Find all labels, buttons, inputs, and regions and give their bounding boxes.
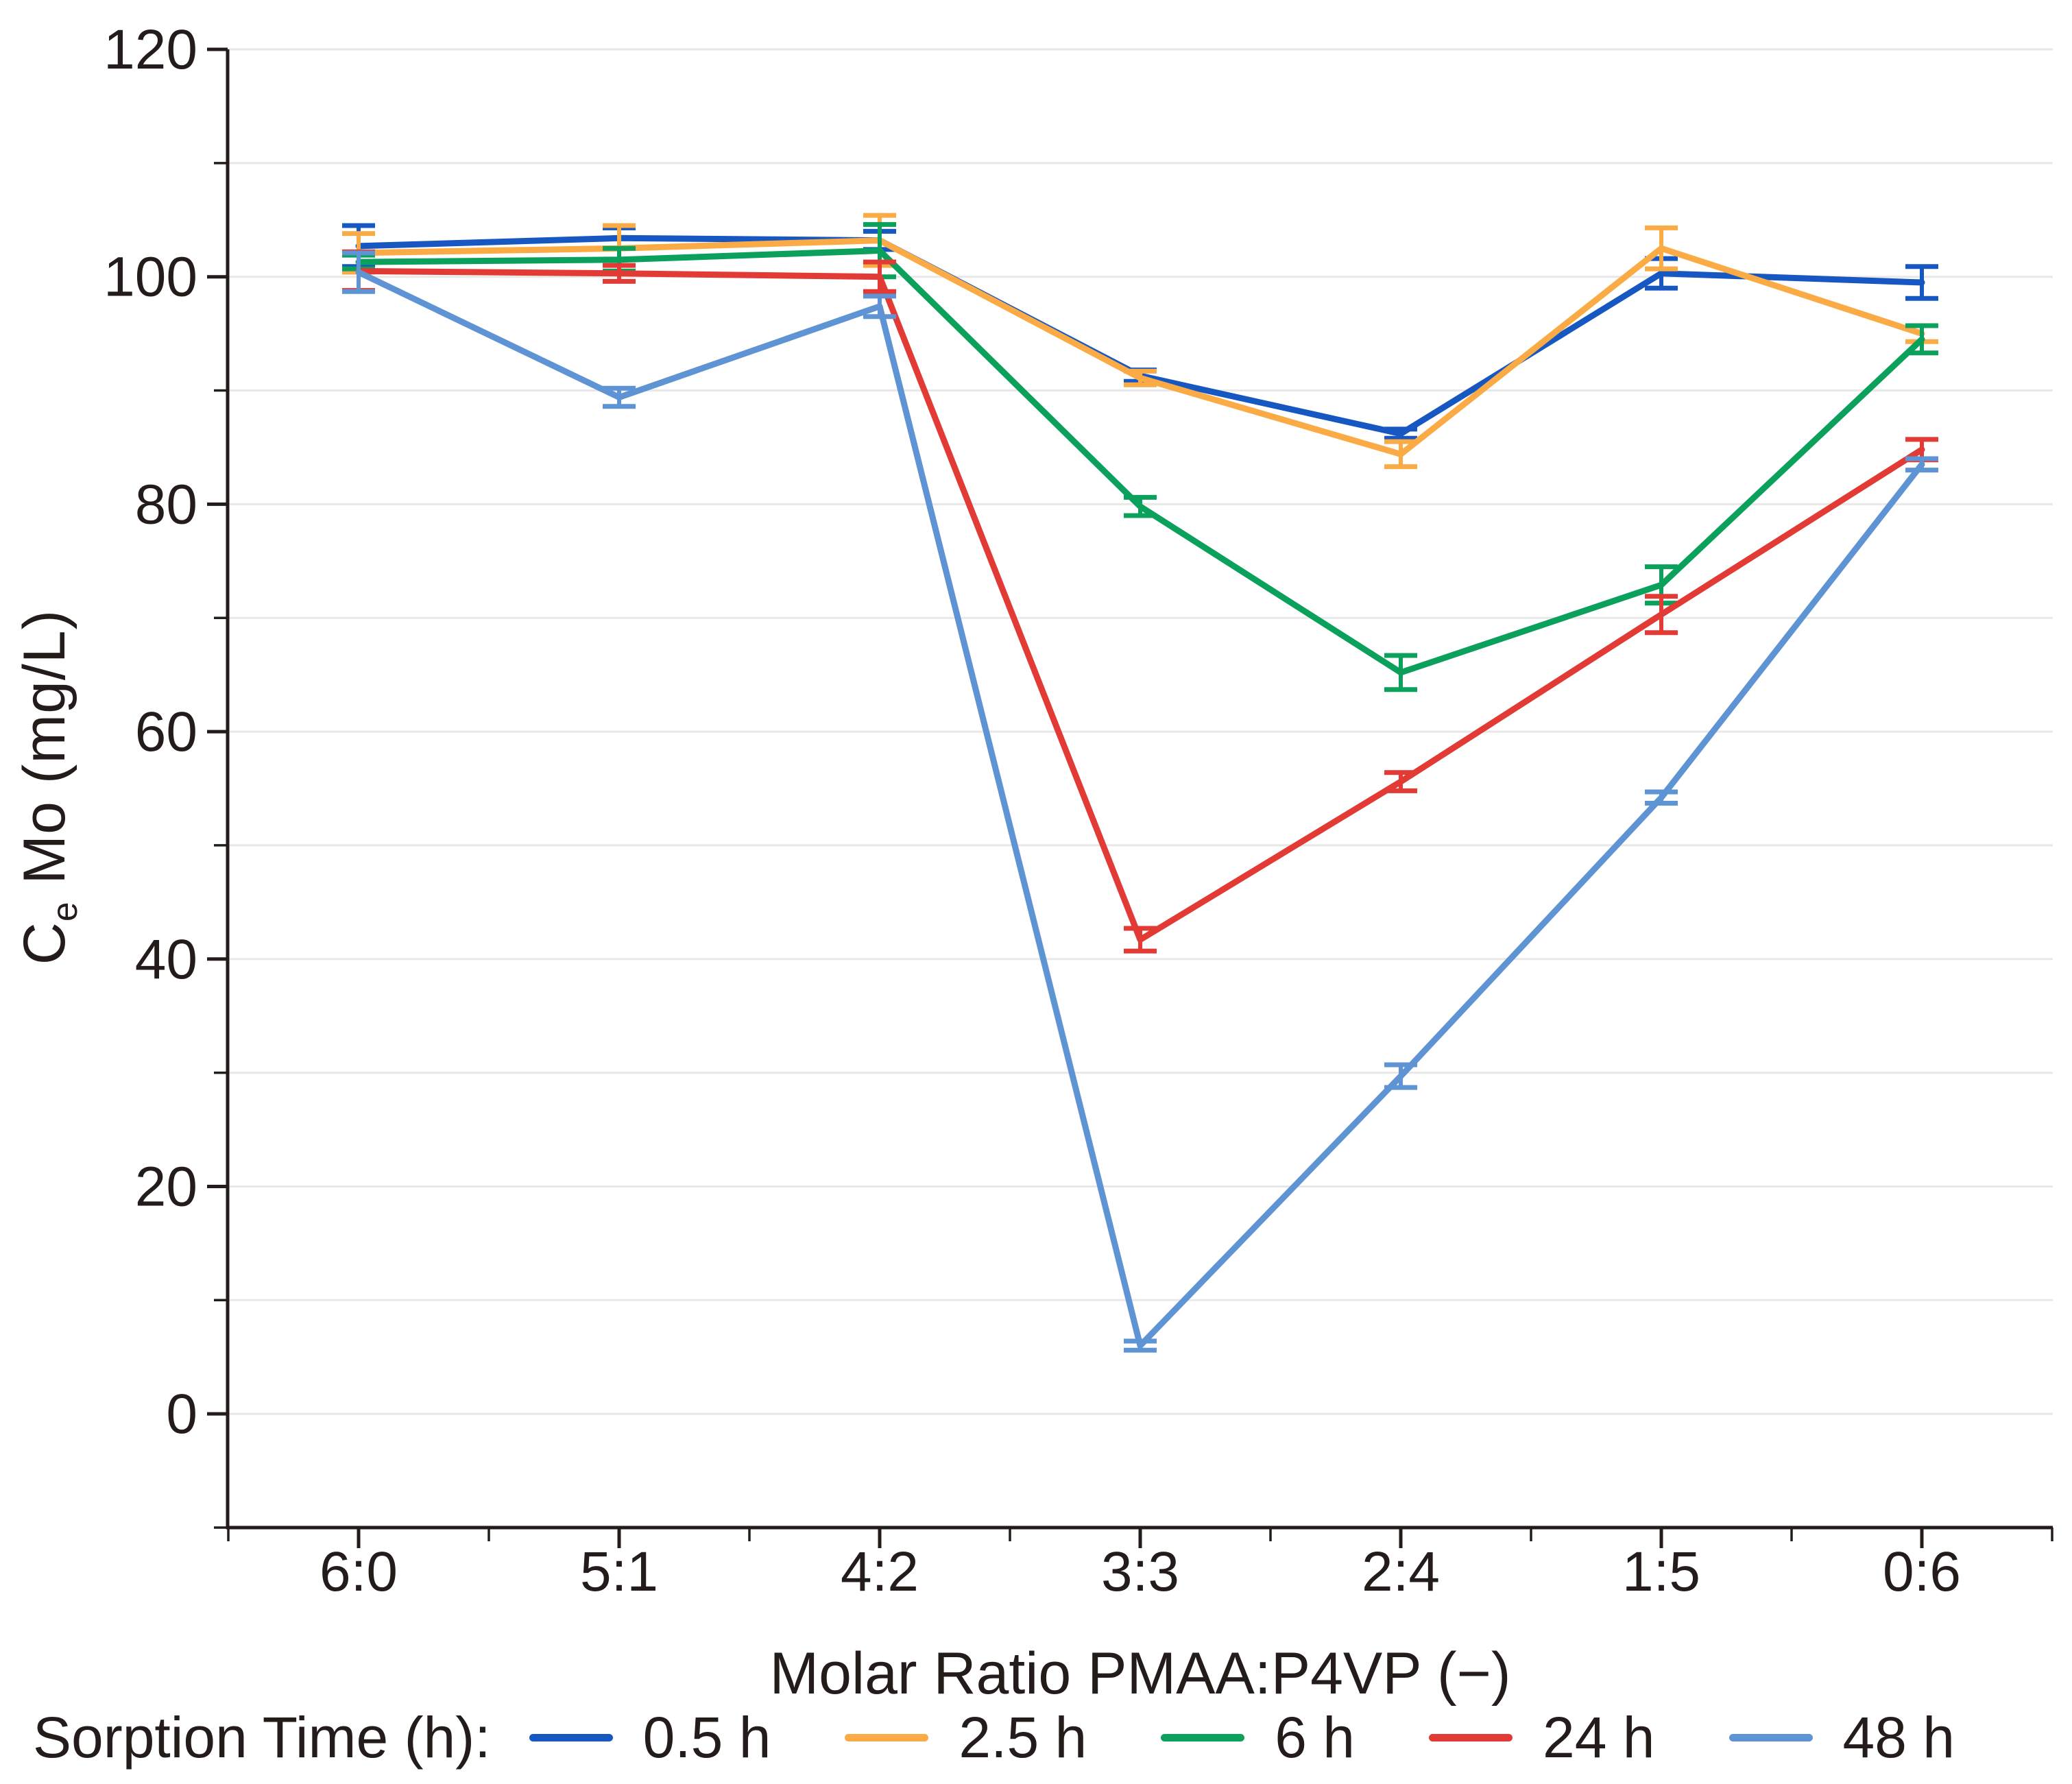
legend-title: Sorption Time (h): [33,1705,491,1770]
legend-swatch [1161,1734,1245,1741]
series-line-48-h [355,269,1925,1349]
legend-items: 0.5 h 2.5 h 6 h 24 h 48 h [529,1704,1955,1771]
legend-swatch [529,1734,613,1741]
y-tick-label: 20 [135,1155,197,1218]
legend: Sorption Time (h): 0.5 h 2.5 h 6 h 24 h 48 h [33,1704,2065,1771]
legend-item: 48 h [1728,1704,1955,1771]
series-line-24-h [355,267,1925,943]
legend-label: 0.5 h [642,1705,771,1770]
legend-swatch [845,1734,929,1741]
x-tick-label: 5:1 [580,1541,658,1603]
legend-item: 6 h [1161,1704,1355,1771]
legend-item: 2.5 h [845,1704,1087,1771]
legend-item: 0.5 h [529,1704,771,1771]
x-tick-label: 1:5 [1622,1541,1700,1603]
y-axis-title-sub: e [45,901,85,922]
x-tick-label: 6:0 [320,1541,398,1603]
y-axis-title: Ce Mo (mg/L) [11,610,85,965]
y-tick-label: 100 [104,246,197,309]
legend-label: 6 h [1275,1705,1356,1770]
y-tick-label: 40 [135,928,197,991]
y-tick-label: 60 [135,701,197,763]
x-tick-label: 4:2 [841,1541,919,1603]
x-tick-label: 2:4 [1362,1541,1440,1603]
legend-item: 24 h [1429,1704,1655,1771]
legend-swatch [1728,1734,1813,1741]
series-line-0.5-h [355,234,1925,437]
legend-label: 24 h [1543,1705,1655,1770]
series-line-6-h [355,248,1925,676]
y-axis-title-main: C [11,921,77,965]
legend-label: 2.5 h [959,1705,1087,1770]
legend-swatch [1429,1734,1513,1741]
legend-label: 48 h [1842,1705,1955,1770]
x-axis-title: Molar Ratio PMAA:P4VP (−) [769,1641,1511,1707]
y-tick-label: 120 [104,19,197,81]
y-tick-label: 0 [166,1383,197,1445]
y-axis-title-rest: Mo (mg/L) [11,609,77,902]
y-tick-label: 80 [135,473,197,535]
x-tick-label: 3:3 [1101,1541,1179,1603]
x-tick-label: 0:6 [1883,1541,1961,1603]
